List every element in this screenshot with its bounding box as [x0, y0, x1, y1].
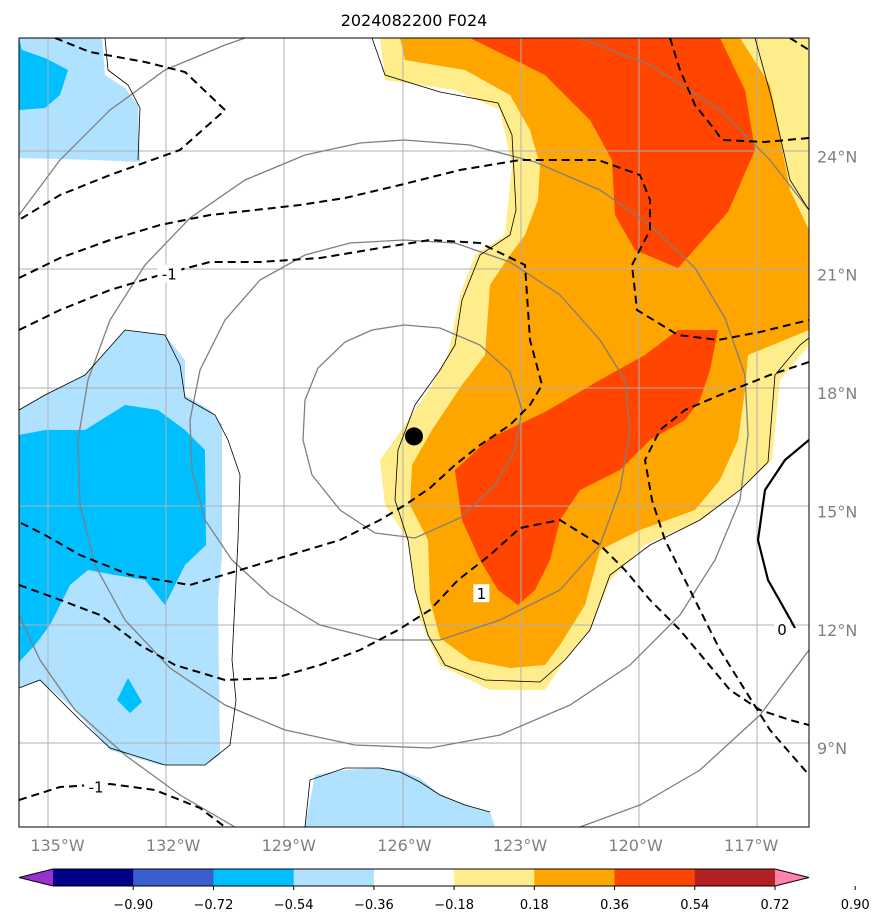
colorbar-label: 0.36 [600, 898, 629, 913]
contour-label-background [84, 777, 109, 796]
zero-contour [756, 439, 809, 629]
colorbar-outline [18, 868, 810, 887]
dashed-contours [19, 38, 809, 827]
contour-label: 1 [477, 585, 487, 603]
x-tick-label: 117°W [724, 836, 779, 855]
x-tick-label: 120°W [608, 836, 663, 855]
colorbar-segment [534, 869, 616, 886]
y-tick-label: 12°N [817, 621, 857, 640]
y-tick-label: 9°N [817, 739, 847, 758]
colorbar-label: −0.36 [354, 898, 394, 913]
map-title: 2024082200 F024 [341, 11, 488, 30]
contour-label: -1 [89, 779, 104, 797]
contour-labels: -1 1 -1 0 [84, 264, 790, 797]
colorbar-extension-low [19, 869, 53, 886]
x-tick-label: 129°W [262, 836, 317, 855]
positive-anomaly-fill [380, 38, 809, 690]
x-tick-label: 135°W [30, 836, 85, 855]
graticule [19, 38, 809, 827]
y-tick-label: 21°N [817, 266, 857, 285]
contour-label: -1 [162, 266, 177, 284]
colorbar-segment [53, 869, 134, 886]
colorbar-label: 0.90 [841, 898, 870, 913]
colorbar-segment [454, 869, 535, 886]
y-tick-label: 15°N [817, 502, 857, 521]
y-axis-tick-labels: 24°N 21°N 18°N 15°N 12°N 9°N [817, 147, 857, 758]
colorbar [18, 868, 810, 887]
y-tick-label: 24°N [817, 147, 857, 166]
contour-label-background [774, 619, 790, 638]
colorbar-segment [373, 869, 455, 886]
x-tick-label: 132°W [146, 836, 201, 855]
x-tick-label: 123°W [493, 836, 548, 855]
colorbar-label: 0.54 [680, 898, 709, 913]
colorbar-label: −0.54 [274, 898, 314, 913]
contour-label-background [157, 264, 182, 283]
plot-area: -1 1 -1 0 [19, 38, 809, 827]
y-tick-label: 18°N [817, 384, 857, 403]
storm-center-marker [405, 427, 423, 446]
colorbar-label: −0.90 [113, 898, 153, 913]
colorbar-extension-high [775, 869, 809, 886]
contour-label-background [473, 584, 490, 603]
map-frame [18, 37, 810, 828]
colorbar-label: −0.18 [434, 898, 474, 913]
x-tick-label: 126°W [377, 836, 432, 855]
colorbar-segment [293, 869, 375, 886]
contour-label: 0 [777, 621, 787, 639]
negative-anomaly-fill [19, 38, 495, 827]
colorbar-segment [213, 869, 295, 886]
colorbar-label: 0.72 [761, 898, 790, 913]
x-axis-tick-labels: 135°W 132°W 129°W 126°W 123°W 120°W 117°W [30, 836, 778, 855]
colorbar-label: 0.18 [520, 898, 549, 913]
colorbar-label: −0.72 [194, 898, 234, 913]
colorbar-segment [614, 869, 696, 886]
colorbar-segment [694, 869, 776, 886]
colorbar-labels: −0.90 −0.72 −0.54 −0.36 −0.18 0.18 0.36 0.54 0.7… [113, 886, 870, 913]
colorbar-segment [133, 869, 214, 886]
